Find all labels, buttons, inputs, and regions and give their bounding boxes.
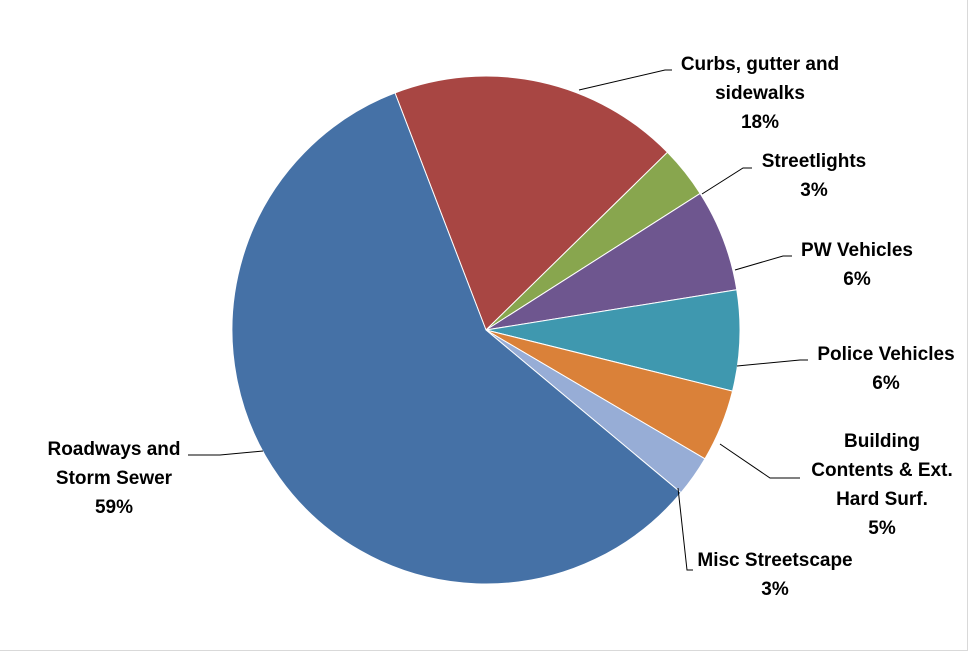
label-pw-vehicles: PW Vehicles 6% [801,240,913,290]
leader-line-curbs [578,69,672,91]
label-police-vehicles: Police Vehicles 6% [817,344,954,394]
label-curbs-line1: Curbs, gutter and [681,54,839,75]
label-curbs: Curbs, gutter and sidewalks 18% [681,54,839,133]
label-misc-streetscape: Misc Streetscape 3% [697,550,852,600]
pie-slices [231,75,741,585]
label-roadways-line2: Storm Sewer [56,468,173,489]
label-building-line1: Building [844,431,920,452]
label-misc-line1: Misc Streetscape [697,550,852,571]
label-pw-pct: 6% [843,269,871,290]
pie-slice-roadways [231,92,682,585]
label-building: Building Contents & Ext. Hard Surf. 5% [811,431,952,539]
label-streetlights: Streetlights 3% [762,151,867,201]
label-roadways-pct: 59% [95,497,133,518]
leader-line-pw [734,255,792,271]
label-police-line1: Police Vehicles [817,344,954,365]
leader-line-streetlights [701,167,752,195]
label-building-pct: 5% [868,518,896,539]
leader-line-police [736,359,808,367]
label-curbs-pct: 18% [741,112,779,133]
label-pw-line1: PW Vehicles [801,240,913,261]
label-streetlights-line1: Streetlights [762,151,867,172]
label-police-pct: 6% [872,373,900,394]
leader-line-building [719,443,800,479]
label-building-line2: Contents & Ext. [811,460,952,481]
leader-lines [188,69,808,571]
label-streetlights-pct: 3% [800,180,828,201]
label-curbs-line2: sidewalks [715,83,805,104]
pie-slice-curbs [394,75,669,331]
label-roadways-line1: Roadways and [47,439,180,460]
label-roadways: Roadways and Storm Sewer 59% [47,439,180,518]
label-building-line3: Hard Surf. [836,489,928,510]
leader-line-misc [677,487,693,571]
label-misc-pct: 3% [761,579,789,600]
leader-line-roadways [188,450,264,456]
